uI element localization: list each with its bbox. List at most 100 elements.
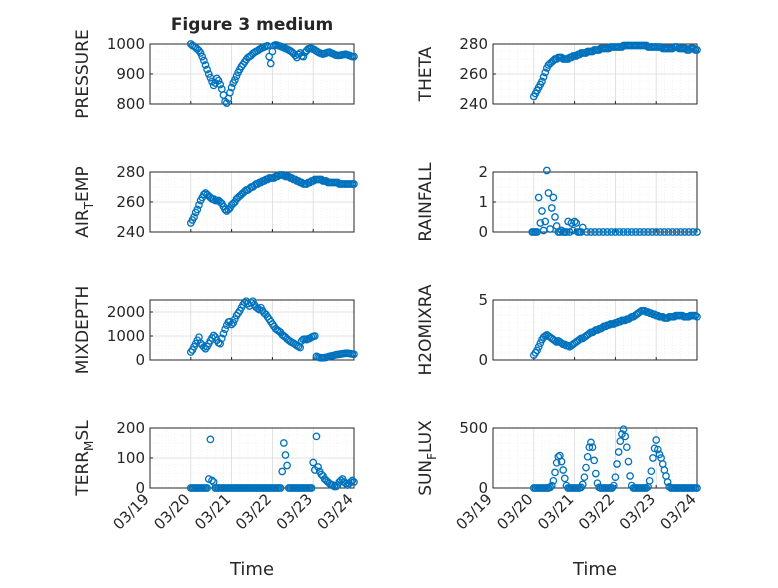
data-point bbox=[309, 458, 318, 467]
y-axis-label-subscript: T bbox=[82, 201, 96, 210]
data-point bbox=[640, 228, 648, 236]
data-point bbox=[549, 193, 558, 202]
y-tick-label: 5 bbox=[478, 291, 488, 309]
x-tick-label: 03/19 bbox=[110, 490, 153, 533]
data-point bbox=[693, 484, 701, 492]
data-point bbox=[621, 432, 630, 441]
data-point bbox=[648, 228, 656, 236]
y-axis-label: PRESSURE bbox=[73, 29, 93, 118]
data-point bbox=[539, 73, 548, 81]
data-point bbox=[649, 454, 657, 462]
data-point bbox=[200, 56, 208, 65]
data-point bbox=[221, 205, 229, 214]
data-point bbox=[547, 204, 556, 212]
data-point bbox=[577, 228, 585, 236]
data-point bbox=[647, 467, 656, 476]
data-point bbox=[213, 74, 221, 83]
y-axis-label: MIXDEPTH bbox=[73, 286, 93, 375]
data-point bbox=[587, 228, 595, 236]
y-tick-label: 260 bbox=[116, 193, 145, 211]
data-point bbox=[283, 461, 291, 470]
data-point bbox=[314, 463, 322, 471]
data-point bbox=[551, 213, 559, 221]
data-point bbox=[591, 228, 599, 236]
data-point bbox=[341, 479, 350, 488]
x-tick-label: 03/23 bbox=[273, 490, 316, 533]
data-point bbox=[616, 437, 625, 446]
data-point bbox=[595, 228, 603, 236]
data-point bbox=[693, 46, 701, 54]
y-tick-label: 900 bbox=[116, 65, 145, 83]
data-point bbox=[296, 343, 304, 352]
data-point bbox=[276, 484, 285, 492]
data-point bbox=[549, 476, 558, 485]
data-point bbox=[541, 217, 550, 226]
x-tick-label: 03/24 bbox=[314, 490, 357, 533]
data-point bbox=[214, 76, 223, 85]
data-point bbox=[279, 439, 288, 447]
data-point bbox=[619, 228, 628, 236]
data-point bbox=[564, 341, 572, 350]
data-point bbox=[655, 450, 664, 459]
data-point bbox=[582, 463, 590, 472]
y-tick-label: 260 bbox=[459, 65, 488, 83]
y-tick-label: 0 bbox=[135, 479, 145, 497]
y-tick-label: 100 bbox=[116, 449, 145, 467]
data-point bbox=[541, 332, 550, 340]
data-point bbox=[208, 476, 216, 485]
y-tick-label: 0 bbox=[478, 479, 488, 497]
data-point bbox=[609, 481, 618, 490]
data-point bbox=[590, 456, 599, 465]
data-point bbox=[578, 223, 587, 232]
subplot-1: 800 900 1000 PRESSURE bbox=[73, 29, 358, 119]
y-axis-label: THETA bbox=[416, 46, 436, 102]
y-tick-label: 280 bbox=[459, 35, 488, 53]
y-axis-label: AIRTEMP bbox=[73, 166, 96, 237]
data-point bbox=[227, 83, 236, 92]
data-point bbox=[217, 334, 226, 343]
data-point bbox=[534, 342, 543, 351]
data-point bbox=[559, 466, 568, 474]
subplot-3: 240 260 280 AIRTEMP bbox=[73, 163, 358, 241]
data-point bbox=[599, 228, 608, 236]
y-tick-label: 500 bbox=[459, 419, 488, 437]
data-point bbox=[631, 228, 640, 236]
data-point bbox=[580, 473, 589, 482]
x-tick-label: 03/20 bbox=[493, 490, 536, 533]
data-point bbox=[672, 228, 681, 236]
data-point bbox=[656, 228, 665, 236]
y-axis-label: RAINFALL bbox=[416, 162, 436, 242]
data-point bbox=[348, 476, 357, 485]
data-point bbox=[248, 297, 257, 306]
data-point bbox=[201, 61, 210, 69]
data-point bbox=[611, 228, 620, 236]
data-point bbox=[693, 228, 701, 236]
subplot-5: 0 1000 2000 MIXDEPTH bbox=[73, 286, 358, 375]
data-point bbox=[546, 483, 554, 492]
data-point bbox=[534, 193, 543, 202]
data-point bbox=[196, 49, 205, 57]
data-point bbox=[684, 228, 693, 236]
data-point bbox=[232, 72, 241, 80]
data-point bbox=[536, 339, 545, 348]
data-point bbox=[560, 474, 569, 483]
data-point bbox=[544, 189, 553, 197]
x-tick-label: 03/21 bbox=[191, 490, 234, 533]
data-point bbox=[543, 166, 551, 175]
y-tick-label: 2 bbox=[478, 163, 488, 181]
data-point bbox=[570, 217, 579, 226]
y-axis-label: TERRMSL bbox=[73, 420, 96, 497]
data-point bbox=[583, 452, 592, 461]
data-point bbox=[627, 228, 636, 236]
data-point bbox=[551, 336, 559, 345]
x-tick-label: 03/19 bbox=[453, 490, 496, 533]
subplot-6: 0 5 H2OMIXRA bbox=[416, 284, 701, 376]
data-point bbox=[350, 478, 358, 486]
data-point bbox=[636, 228, 644, 236]
y-tick-label: 2000 bbox=[107, 303, 145, 321]
data-point bbox=[552, 338, 561, 346]
data-point bbox=[603, 228, 612, 236]
